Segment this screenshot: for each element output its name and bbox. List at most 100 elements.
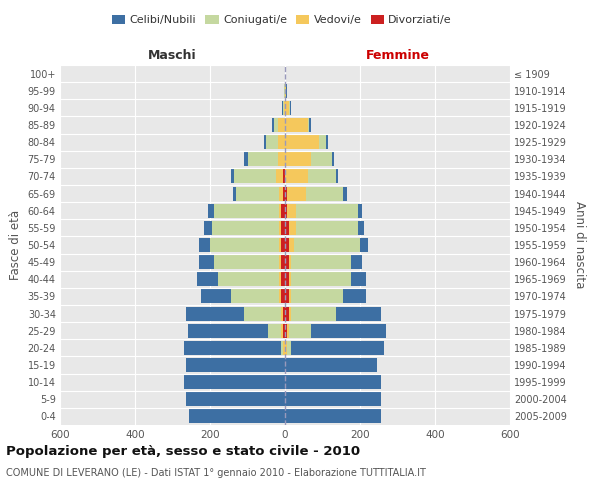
Bar <box>326 135 328 149</box>
Bar <box>335 306 380 320</box>
Bar <box>308 118 310 132</box>
Bar <box>230 170 235 183</box>
Bar <box>210 238 280 252</box>
Bar <box>283 341 285 355</box>
Bar <box>289 290 290 304</box>
Bar <box>266 135 277 149</box>
Bar <box>285 135 319 149</box>
Bar <box>281 324 283 338</box>
Bar <box>280 290 281 304</box>
Bar <box>277 152 285 166</box>
Bar <box>281 272 285 286</box>
Bar <box>285 392 380 406</box>
Bar <box>285 358 377 372</box>
Bar <box>285 272 289 286</box>
Bar <box>285 152 311 166</box>
Y-axis label: Fasce di età: Fasce di età <box>9 210 22 280</box>
Bar <box>311 324 386 338</box>
Bar <box>199 238 210 252</box>
Bar <box>280 186 283 200</box>
Bar <box>184 341 281 355</box>
Bar <box>280 204 281 218</box>
Bar <box>343 290 365 304</box>
Legend: Celibi/Nubili, Coniugati/e, Vedovi/e, Divorziati/e: Celibi/Nubili, Coniugati/e, Vedovi/e, Di… <box>107 10 457 30</box>
Bar <box>308 170 335 183</box>
Bar <box>285 101 289 115</box>
Bar <box>233 186 236 200</box>
Bar <box>358 221 364 235</box>
Bar <box>350 272 365 286</box>
Bar <box>282 101 283 115</box>
Y-axis label: Anni di nascita: Anni di nascita <box>572 202 586 288</box>
Bar <box>287 324 289 338</box>
Bar <box>281 255 285 269</box>
Bar <box>214 204 280 218</box>
Bar <box>285 324 287 338</box>
Bar <box>290 272 350 286</box>
Bar <box>285 290 289 304</box>
Bar <box>289 272 290 286</box>
Bar <box>268 324 281 338</box>
Bar <box>265 135 266 149</box>
Bar <box>285 306 289 320</box>
Bar <box>197 272 218 286</box>
Bar <box>285 84 286 98</box>
Bar <box>283 324 285 338</box>
Bar <box>230 290 280 304</box>
Bar <box>285 238 289 252</box>
Bar <box>281 341 283 355</box>
Bar <box>311 152 332 166</box>
Bar <box>277 118 285 132</box>
Bar <box>277 135 285 149</box>
Bar <box>283 306 285 320</box>
Bar <box>280 238 281 252</box>
Bar <box>185 392 285 406</box>
Bar <box>285 255 289 269</box>
Bar <box>281 221 285 235</box>
Bar <box>281 290 285 304</box>
Bar <box>285 375 380 389</box>
Bar <box>214 255 280 269</box>
Bar <box>199 255 214 269</box>
Bar <box>248 152 277 166</box>
Bar <box>212 221 280 235</box>
Bar <box>296 221 358 235</box>
Bar <box>208 204 214 218</box>
Bar <box>319 135 326 149</box>
Bar <box>287 204 296 218</box>
Bar <box>310 118 311 132</box>
Bar <box>236 186 280 200</box>
Bar <box>360 238 367 252</box>
Bar <box>285 118 308 132</box>
Bar <box>280 272 281 286</box>
Bar <box>289 101 290 115</box>
Bar <box>281 306 283 320</box>
Text: Maschi: Maschi <box>148 48 197 62</box>
Bar <box>358 204 362 218</box>
Bar <box>285 410 380 424</box>
Bar <box>184 375 285 389</box>
Text: Femmine: Femmine <box>365 48 430 62</box>
Bar <box>283 170 285 183</box>
Bar <box>305 186 343 200</box>
Bar <box>187 324 268 338</box>
Bar <box>289 238 295 252</box>
Bar <box>218 272 280 286</box>
Bar <box>280 255 281 269</box>
Bar <box>185 306 244 320</box>
Bar <box>295 238 360 252</box>
Bar <box>284 101 285 115</box>
Bar <box>281 238 285 252</box>
Bar <box>335 170 337 183</box>
Bar <box>290 306 335 320</box>
Bar <box>289 306 290 320</box>
Bar <box>283 186 285 200</box>
Bar <box>287 186 305 200</box>
Bar <box>290 255 350 269</box>
Bar <box>290 341 385 355</box>
Bar <box>285 204 287 218</box>
Bar <box>200 290 230 304</box>
Bar <box>289 221 296 235</box>
Text: COMUNE DI LEVERANO (LE) - Dati ISTAT 1° gennaio 2010 - Elaborazione TUTTITALIA.I: COMUNE DI LEVERANO (LE) - Dati ISTAT 1° … <box>6 468 426 477</box>
Bar <box>343 186 347 200</box>
